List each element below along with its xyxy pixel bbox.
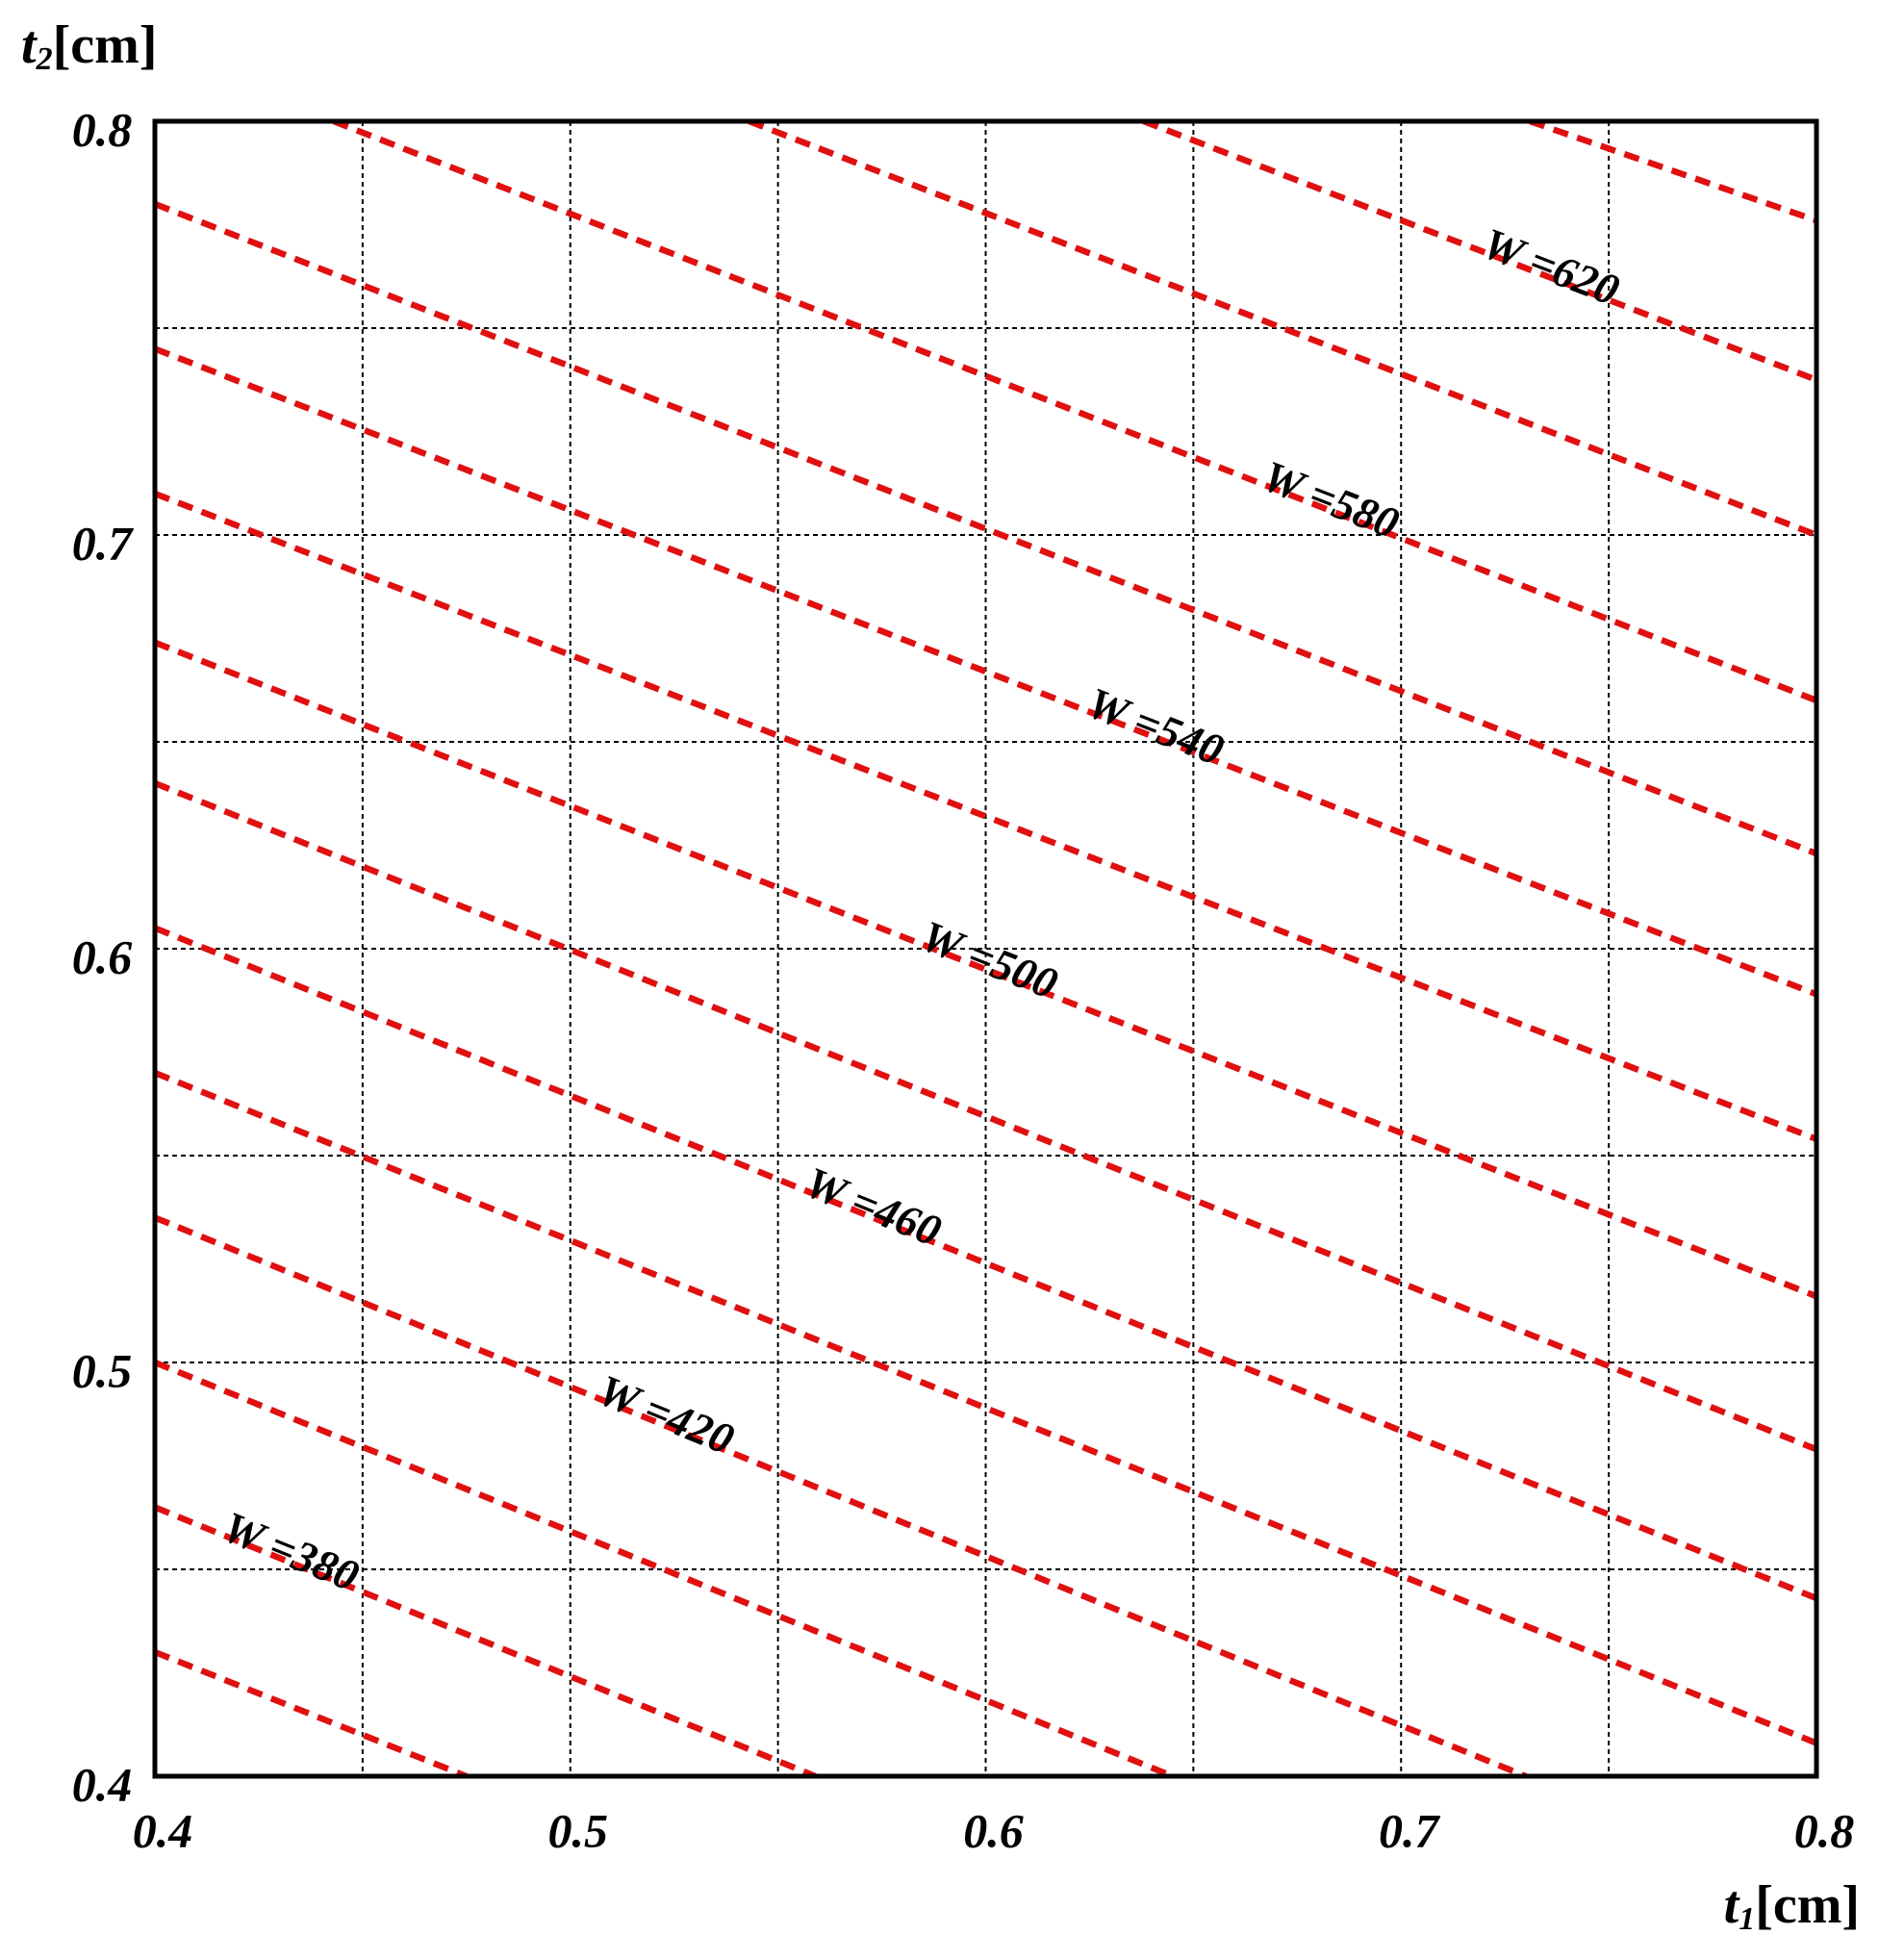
y-tick-label: 0.4 [72, 1757, 133, 1811]
y-tick-label: 0.8 [72, 102, 133, 156]
contour-label: W =420 [592, 1365, 741, 1464]
contour-line [155, 200, 1816, 857]
contour-line [155, 1648, 469, 1776]
contour-line [155, 925, 1816, 1602]
contour-line [155, 1214, 1528, 1776]
contour-line [155, 345, 1816, 998]
y-tick-label: 0.7 [72, 516, 135, 570]
contour-line [332, 121, 1816, 704]
x-tick-label: 0.8 [1794, 1803, 1855, 1857]
x-label-subscript: 1 [1739, 1901, 1755, 1937]
y-tick-label: 0.6 [72, 929, 133, 983]
contour-label: W =580 [1257, 451, 1406, 548]
y-axis-label: t2[cm] [21, 15, 157, 77]
contour-line [155, 490, 1816, 1142]
y-label-subscript: 2 [36, 41, 53, 77]
contour-label: W =380 [216, 1502, 366, 1601]
x-tick-label: 0.6 [963, 1803, 1024, 1857]
plot-frame [152, 118, 1819, 1779]
x-tick-label: 0.5 [548, 1803, 609, 1857]
x-label-symbol: t [1724, 1875, 1740, 1935]
x-tick-label: 0.4 [133, 1803, 193, 1857]
x-axis-label: t1[cm] [1724, 1875, 1860, 1937]
contour-line [1529, 121, 1816, 224]
contour-label: W =460 [799, 1158, 948, 1256]
y-tick-label: 0.5 [72, 1343, 133, 1397]
y-label-symbol: t [21, 15, 38, 75]
x-tick-label: 0.7 [1379, 1803, 1441, 1857]
contour-line [155, 1504, 817, 1776]
contour-line [155, 1359, 1175, 1776]
x-label-unit: [cm] [1755, 1875, 1860, 1935]
contour-line [155, 779, 1816, 1453]
contour-line [155, 639, 1816, 1300]
contour-label: W =620 [1476, 218, 1625, 315]
contour-label: W =540 [1081, 677, 1231, 775]
contour-label: W =500 [915, 911, 1064, 1008]
y-label-unit: [cm] [53, 15, 158, 75]
contour-line [1142, 121, 1816, 383]
contour-line [748, 121, 1816, 539]
